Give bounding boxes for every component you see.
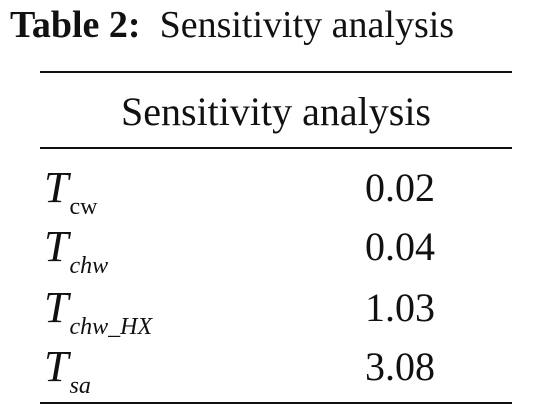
value-cell: 0.02: [365, 165, 435, 210]
value-cell: 3.08: [365, 344, 435, 389]
variable-symbol: T: [44, 163, 69, 212]
variable-subscript: cw: [69, 194, 98, 220]
variable-symbol: T: [44, 222, 69, 271]
bottom-rule: [40, 402, 512, 404]
caption-label: Table 2:: [10, 4, 141, 46]
table-caption: Table 2: Sensitivity analysis: [10, 2, 454, 48]
table-row: Tcw 0.02: [40, 160, 512, 220]
table-row: Tchw_HX 1.03: [40, 280, 512, 340]
value-cell: 1.03: [365, 285, 435, 330]
variable-cell: Tcw: [44, 160, 97, 223]
variable-cell: Tchw: [44, 219, 108, 282]
variable-symbol: T: [44, 342, 69, 391]
variable-cell: Tsa: [44, 339, 91, 402]
column-header: Sensitivity analysis: [121, 89, 431, 134]
variable-subscript: chw: [69, 253, 109, 279]
variable-symbol: T: [44, 283, 69, 332]
caption-text: Sensitivity analysis: [159, 4, 455, 46]
top-rule: [40, 71, 512, 73]
table-row: Tsa 3.08: [40, 339, 512, 399]
variable-subscript: chw_HX: [69, 314, 153, 340]
value-cell: 0.04: [365, 224, 435, 269]
variable-subscript: sa: [69, 373, 91, 399]
table-row: Tchw 0.04: [40, 219, 512, 279]
header-rule: [40, 147, 512, 149]
variable-cell: Tchw_HX: [44, 280, 152, 343]
